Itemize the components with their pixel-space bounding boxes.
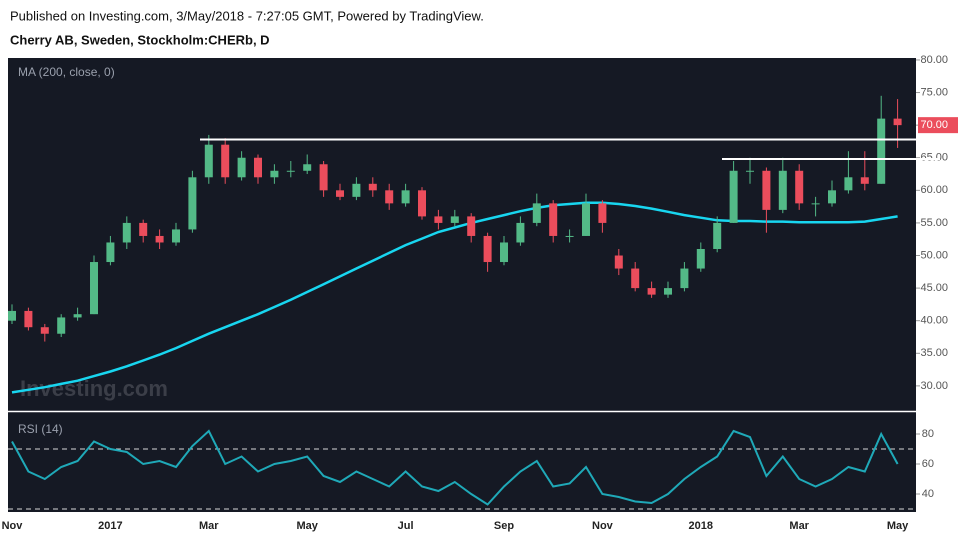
candle-body xyxy=(532,203,541,223)
candle-body xyxy=(8,310,16,321)
candle-body xyxy=(713,222,722,249)
y-tick-label: 40.00 xyxy=(920,315,948,327)
candle-body xyxy=(40,327,49,334)
candle-body xyxy=(188,177,197,230)
y-tick-label: 65.00 xyxy=(920,152,948,164)
candle-body xyxy=(811,203,820,205)
x-tick-label: Mar xyxy=(789,520,809,532)
candle-body xyxy=(795,170,804,204)
x-tick-label: Mar xyxy=(199,520,219,532)
candle-body xyxy=(434,216,443,223)
y-tick-label: 50.00 xyxy=(920,249,948,261)
candle-body xyxy=(893,118,902,126)
x-tick-label: Nov xyxy=(2,520,24,532)
y-tick-label: 80 xyxy=(922,428,934,440)
y-tick-label: 80.00 xyxy=(920,54,948,66)
candle-body xyxy=(270,170,279,178)
candle-body xyxy=(221,144,230,178)
candle-body xyxy=(860,177,869,184)
published-line: Published on Investing.com, 3/May/2018 -… xyxy=(10,8,484,23)
x-tick-label: May xyxy=(296,520,318,532)
y-tick-label: 35.00 xyxy=(920,347,948,359)
y-tick-label: 55.00 xyxy=(920,217,948,229)
candle-body xyxy=(877,118,886,184)
candle-body xyxy=(467,216,476,236)
candle-body xyxy=(204,144,213,178)
candle-body xyxy=(762,170,771,210)
y-tick-label: 60.00 xyxy=(920,184,948,196)
candle-body xyxy=(237,157,246,178)
x-tick-label: May xyxy=(887,520,909,532)
candle-body xyxy=(696,248,705,269)
candle-body xyxy=(729,170,738,223)
candle-body xyxy=(598,203,607,223)
candle-body xyxy=(106,242,115,263)
x-tick-label: Sep xyxy=(494,520,514,532)
candle-body xyxy=(680,268,689,289)
candle-body xyxy=(582,203,590,236)
y-tick-label: 30.00 xyxy=(920,380,948,392)
y-tick-label: 40 xyxy=(922,488,934,500)
candle-body xyxy=(73,314,82,318)
candle-body xyxy=(483,235,492,263)
candle-body xyxy=(549,203,558,236)
candle-body xyxy=(352,183,361,197)
last-price-box xyxy=(918,117,958,134)
candle-body xyxy=(450,216,459,223)
candle-body xyxy=(57,317,66,334)
chart-panel xyxy=(8,58,916,512)
candle-body xyxy=(746,170,754,172)
candle-body xyxy=(631,268,640,289)
y-tick-label: 60 xyxy=(922,458,934,470)
symbol-line: Cherry AB, Sweden, Stockholm:CHERb, D xyxy=(10,32,270,47)
legend: RSI (14) xyxy=(18,422,63,436)
x-tick-label: 2018 xyxy=(689,520,713,532)
candle-body xyxy=(828,190,836,204)
candle-body xyxy=(139,222,148,236)
rsi-line xyxy=(11,429,899,506)
last-price-label: 70.00 xyxy=(920,119,948,131)
ma-line xyxy=(11,201,898,394)
candle-body xyxy=(844,177,853,191)
candle-body xyxy=(336,190,344,197)
candle-body xyxy=(418,190,426,217)
candle-body xyxy=(614,255,623,269)
candle-body xyxy=(172,229,180,243)
candle-body xyxy=(254,157,262,178)
candle-body xyxy=(319,164,328,191)
candle-body xyxy=(368,183,377,191)
legend: MA (200, close, 0) xyxy=(18,65,115,79)
candle-body xyxy=(90,262,98,315)
y-tick-label: 75.00 xyxy=(920,86,948,98)
x-tick-label: Jul xyxy=(398,520,414,532)
candle-body xyxy=(385,190,394,204)
candle-body xyxy=(500,242,508,263)
x-tick-label: 2017 xyxy=(98,520,122,532)
candle-body xyxy=(516,222,525,243)
candle-body xyxy=(565,235,574,237)
candle-body xyxy=(401,190,410,204)
candle-body xyxy=(303,164,312,171)
candle-body xyxy=(778,170,787,210)
candle-body xyxy=(664,288,672,295)
candle-body xyxy=(155,235,164,243)
x-tick-label: Nov xyxy=(592,520,614,532)
candle-body xyxy=(286,170,295,172)
y-tick-label: 45.00 xyxy=(920,282,948,294)
candle-body xyxy=(24,310,33,328)
candle-body xyxy=(122,222,131,243)
candle-body xyxy=(647,288,656,295)
